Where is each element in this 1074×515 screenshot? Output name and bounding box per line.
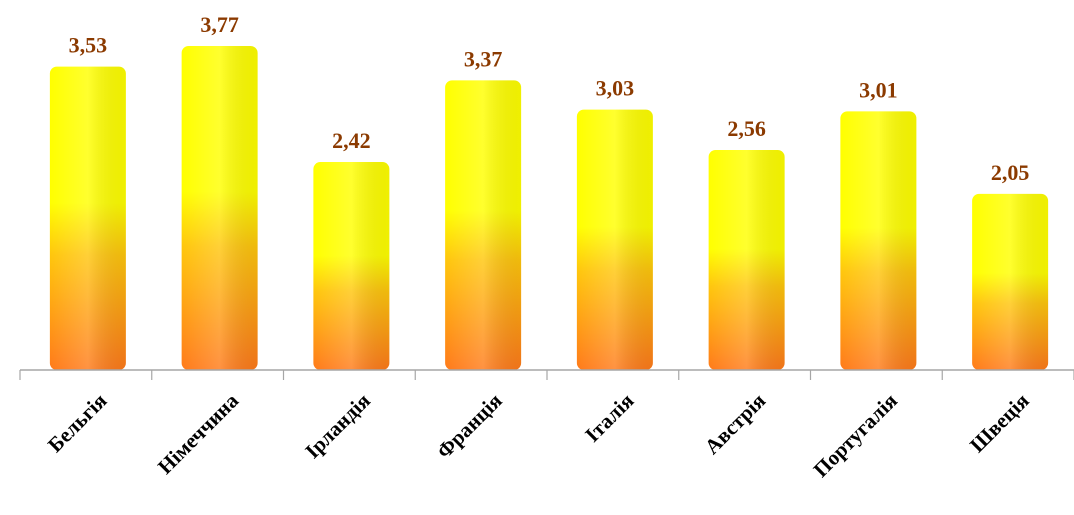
bar-shine-4	[445, 80, 522, 371]
value-label-6: 2,56	[727, 116, 766, 141]
value-label-5: 3,03	[596, 76, 635, 101]
bars-layer	[49, 46, 1049, 371]
bar-shine-5	[576, 109, 653, 371]
bar-shine-7	[840, 111, 917, 371]
category-label-2: Німеччина	[153, 388, 244, 479]
bar-shine-1	[49, 66, 126, 371]
bar-shine-3	[313, 162, 390, 370]
category-label-6: Австрія	[700, 389, 770, 459]
category-label-1: Бельгія	[43, 389, 111, 457]
category-label-7: Португалія	[809, 389, 902, 482]
category-label-8: Швеція	[965, 389, 1034, 458]
x-axis-ticks	[19, 370, 1074, 380]
category-labels-layer: Бельгія Німеччина Ірландія Франція Італія Авс…	[43, 388, 1034, 482]
value-labels-layer: 3,53 3,77 2,42 3,37 3,03 2,56 3,01 2,05	[69, 12, 1030, 185]
bar-shine-6	[708, 149, 785, 370]
category-label-4: Франція	[432, 389, 507, 464]
category-label-5: Італія	[580, 389, 638, 447]
bar-shine-2	[181, 46, 258, 370]
value-label-7: 3,01	[859, 77, 898, 102]
category-label-3: Ірландія	[300, 389, 375, 464]
bar-shine-8	[972, 193, 1049, 370]
value-label-2: 3,77	[200, 12, 239, 37]
value-label-1: 3,53	[69, 33, 108, 58]
value-label-4: 3,37	[464, 46, 503, 71]
value-label-3: 2,42	[332, 128, 371, 153]
value-label-8: 2,05	[991, 160, 1030, 185]
